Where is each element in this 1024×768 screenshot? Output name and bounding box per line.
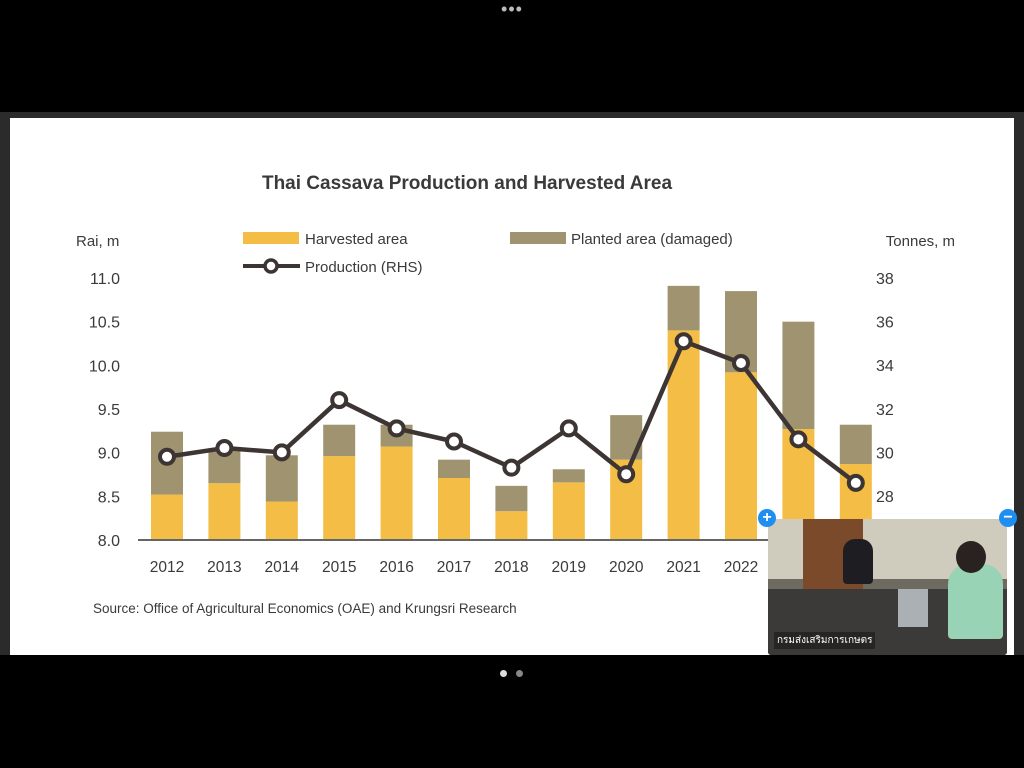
bar-damaged-2014 bbox=[265, 455, 298, 502]
y2-axis-ticks: 28 30 32 34 36 38 bbox=[876, 271, 894, 506]
bar-harvested-2014 bbox=[265, 501, 298, 540]
bar-harvested-2017 bbox=[438, 477, 470, 540]
bar-damaged-2021 bbox=[667, 285, 700, 331]
page-indicator-1[interactable] bbox=[500, 670, 507, 677]
legend-label-harvested: Harvested area bbox=[305, 231, 408, 248]
y2-tick-label: 38 bbox=[876, 271, 894, 288]
production-point-2024 bbox=[846, 473, 865, 492]
production-point-2021 bbox=[674, 332, 693, 351]
production-point-2015 bbox=[330, 391, 349, 410]
bar-harvested-2012 bbox=[151, 494, 183, 540]
y-tick-label: 11.0 bbox=[90, 271, 120, 288]
x-tick-label: 2019 bbox=[552, 559, 586, 576]
y-axis-label: Rai, m bbox=[76, 233, 119, 250]
y-tick-label: 9.0 bbox=[98, 446, 120, 463]
x-tick-label: 2021 bbox=[666, 559, 700, 576]
page-indicator-2[interactable] bbox=[516, 670, 523, 677]
x-tick-label: 2020 bbox=[609, 559, 644, 576]
bar-harvested-2013 bbox=[208, 483, 241, 540]
production-point-2014 bbox=[272, 443, 291, 462]
bars bbox=[151, 285, 872, 540]
source-note: Source: Office of Agricultural Economics… bbox=[93, 601, 517, 616]
y2-tick-label: 34 bbox=[876, 358, 894, 375]
x-tick-label: 2016 bbox=[379, 559, 413, 576]
x-axis-ticks: 2012 2013 2014 2015 2016 2017 2018 2019 2020 2021… bbox=[150, 559, 874, 576]
y2-tick-label: 36 bbox=[876, 315, 894, 332]
x-tick-label: 2018 bbox=[494, 559, 528, 576]
y-tick-label: 8.5 bbox=[98, 489, 120, 506]
y-axis-ticks: 8.0 8.5 9.0 9.5 10.0 10.5 11.0 bbox=[89, 271, 120, 550]
y-tick-label: 10.0 bbox=[89, 358, 120, 375]
y-tick-label: 9.5 bbox=[98, 402, 120, 419]
legend-label-production: Production (RHS) bbox=[305, 259, 423, 276]
bar-harvested-2022 bbox=[725, 372, 757, 540]
y2-tick-label: 30 bbox=[876, 445, 894, 462]
production-point-2013 bbox=[215, 439, 234, 458]
x-tick-label: 2013 bbox=[207, 559, 241, 576]
y2-tick-label: 28 bbox=[876, 489, 894, 506]
production-point-2020 bbox=[617, 465, 636, 484]
production-point-2017 bbox=[445, 432, 463, 451]
x-tick-label: 2012 bbox=[150, 559, 184, 576]
legend-marker-production bbox=[263, 258, 279, 274]
bar-damaged-2019 bbox=[552, 469, 585, 483]
x-tick-label: 2022 bbox=[724, 559, 758, 576]
legend-swatch-damaged bbox=[510, 232, 566, 244]
production-point-2019 bbox=[559, 419, 578, 438]
legend-swatch-harvested bbox=[243, 232, 299, 244]
chart-title: Thai Cassava Production and Harvested Ar… bbox=[262, 173, 672, 194]
x-tick-label: 2014 bbox=[265, 559, 300, 576]
y-tick-label: 10.5 bbox=[89, 315, 120, 332]
bar-damaged-2018 bbox=[495, 485, 528, 512]
production-point-2016 bbox=[387, 419, 406, 438]
bar-harvested-2018 bbox=[495, 511, 528, 540]
video-caption: กรมส่งเสริมการเกษตร bbox=[774, 632, 876, 649]
legend: Harvested area Planted area (damaged) Pr… bbox=[243, 231, 733, 276]
x-tick-label: 2017 bbox=[437, 559, 471, 576]
production-point-2022 bbox=[732, 354, 750, 373]
production-point-2012 bbox=[158, 447, 176, 466]
bar-harvested-2016 bbox=[380, 446, 413, 540]
video-person-1 bbox=[843, 539, 873, 584]
bar-damaged-2017 bbox=[438, 459, 470, 478]
bar-damaged-2015 bbox=[323, 424, 356, 457]
plus-icon[interactable]: + bbox=[758, 509, 776, 527]
video-person-2 bbox=[948, 564, 1003, 639]
production-line bbox=[158, 332, 865, 492]
legend-label-damaged: Planted area (damaged) bbox=[571, 231, 733, 248]
bar-harvested-2015 bbox=[323, 456, 356, 540]
bar-damaged-2023 bbox=[782, 321, 815, 430]
video-thumbnail[interactable]: กรมส่งเสริมการเกษตร bbox=[768, 519, 1007, 655]
y2-axis-label: Tonnes, m bbox=[886, 233, 955, 250]
bar-damaged-2024 bbox=[839, 424, 872, 465]
production-point-2023 bbox=[789, 430, 808, 449]
production-point-2018 bbox=[502, 458, 521, 477]
video-laptop bbox=[898, 589, 928, 627]
y2-tick-label: 32 bbox=[876, 402, 894, 419]
minus-icon[interactable]: − bbox=[999, 509, 1017, 527]
more-options-icon[interactable]: ••• bbox=[501, 0, 523, 19]
bar-harvested-2019 bbox=[552, 482, 585, 540]
video-person-2-head bbox=[956, 541, 986, 573]
x-tick-label: 2015 bbox=[322, 559, 356, 576]
y-tick-label: 8.0 bbox=[98, 533, 120, 550]
